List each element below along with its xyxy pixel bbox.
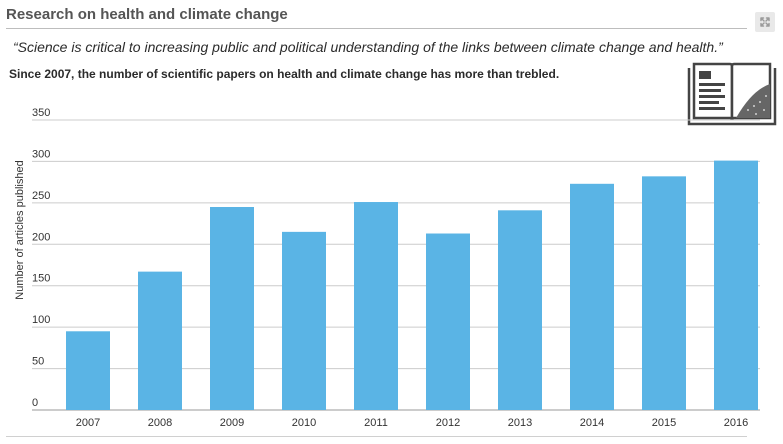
x-tick-label: 2008: [148, 417, 172, 429]
expand-icon[interactable]: [755, 12, 775, 32]
x-tick-label: 2013: [508, 417, 532, 429]
y-tick-labels: 0 50 100 150 200 250 300 350: [32, 107, 50, 409]
bar-2007: [66, 331, 110, 410]
bar-2014: [570, 183, 614, 410]
book-icon: [686, 60, 778, 137]
x-tick-label: 2007: [76, 417, 100, 429]
header-title: Research on health and climate change: [6, 6, 288, 23]
x-tick-labels: 2007 2008 2009 2010 2011 2012 2013 2014 2015 2016: [76, 417, 748, 429]
y-tick-label: 0: [32, 397, 38, 409]
x-tick-label: 2012: [436, 417, 460, 429]
y-tick-label: 200: [32, 231, 50, 243]
quote: “Science is critical to increasing publi…: [13, 39, 723, 55]
bars: [66, 160, 758, 410]
bar-2010: [282, 231, 326, 410]
bar-2008: [138, 271, 182, 410]
y-tick-label: 50: [32, 356, 44, 368]
x-tick-label: 2010: [292, 417, 316, 429]
bar-2015: [642, 176, 686, 410]
y-tick-label: 100: [32, 314, 50, 326]
y-tick-label: 250: [32, 190, 50, 202]
bar-2009: [210, 207, 254, 410]
bar-2016: [714, 160, 758, 410]
x-tick-label: 2009: [220, 417, 244, 429]
x-tick-label: 2016: [724, 417, 748, 429]
header-divider: [6, 28, 747, 29]
bar-2013: [498, 210, 542, 410]
subtitle: Since 2007, the number of scientific pap…: [9, 67, 560, 81]
header: Research on health and climate change: [0, 0, 783, 32]
x-tick-label: 2015: [652, 417, 676, 429]
bar-2012: [426, 233, 470, 410]
y-axis-label: Number of articles published: [14, 160, 26, 299]
y-tick-label: 350: [32, 107, 50, 119]
y-tick-label: 150: [32, 273, 50, 285]
bar-2011: [354, 202, 398, 410]
y-tick-label: 300: [32, 148, 50, 160]
x-tick-label: 2014: [580, 417, 604, 429]
x-tick-label: 2011: [364, 417, 388, 429]
footer-divider: [6, 436, 747, 437]
